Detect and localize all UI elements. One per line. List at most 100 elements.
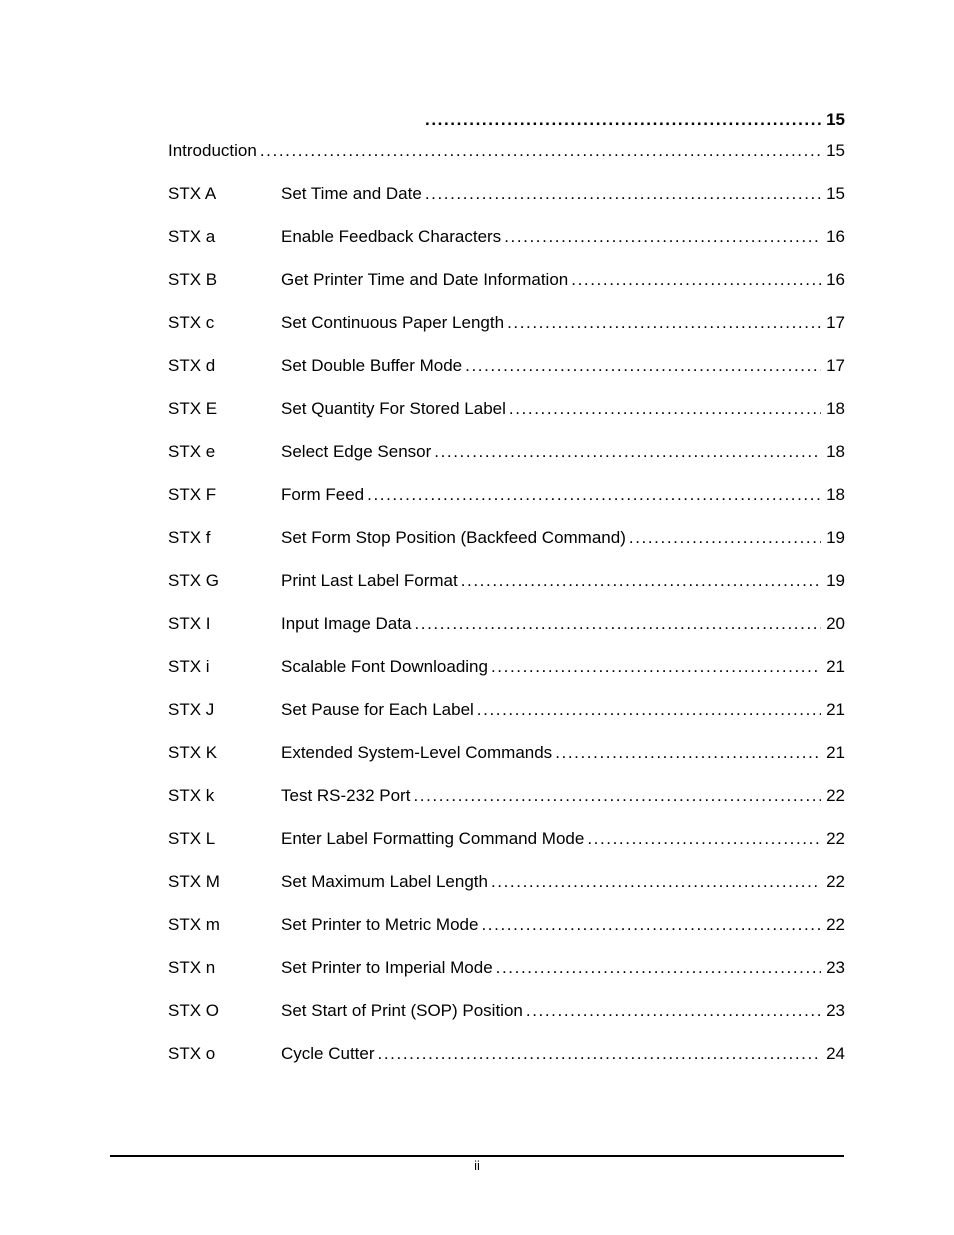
dot-leader bbox=[481, 915, 821, 935]
table-of-contents: 15 Introduction 15 STX A Set Time and Da… bbox=[168, 110, 845, 1087]
toc-entry: STX i Scalable Font Downloading 21 bbox=[168, 657, 845, 677]
toc-entry-page: 18 bbox=[826, 399, 845, 418]
dot-leader bbox=[526, 1001, 821, 1021]
toc-entry-command: STX a bbox=[168, 227, 216, 246]
toc-entry-title: Enter Label Formatting Command Mode bbox=[281, 829, 585, 848]
toc-entry-page: 18 bbox=[826, 485, 845, 504]
toc-entry-page: 24 bbox=[826, 1044, 845, 1063]
dot-leader bbox=[434, 442, 821, 462]
toc-entry-title: Set Quantity For Stored Label bbox=[281, 399, 506, 418]
toc-entry-command: STX I bbox=[168, 614, 211, 633]
toc-entry-command: STX M bbox=[168, 872, 220, 891]
toc-entry: STX G Print Last Label Format 19 bbox=[168, 571, 845, 591]
dot-leader bbox=[571, 270, 821, 290]
toc-entry-title: Set Time and Date bbox=[281, 184, 422, 203]
toc-entry: STX f Set Form Stop Position (Backfeed C… bbox=[168, 528, 845, 548]
toc-entry-page: 23 bbox=[826, 1001, 845, 1020]
toc-entry-page: 16 bbox=[826, 270, 845, 289]
toc-entry-page: 16 bbox=[826, 227, 845, 246]
dot-leader bbox=[425, 184, 821, 204]
toc-entry-page: 17 bbox=[826, 356, 845, 375]
toc-entry-command: STX F bbox=[168, 485, 217, 504]
toc-entry: STX F Form Feed 18 bbox=[168, 485, 845, 505]
toc-entry-command: STX c bbox=[168, 313, 215, 332]
dot-leader bbox=[367, 485, 821, 505]
toc-entry-page: 22 bbox=[826, 786, 845, 805]
toc-entry-title: Set Printer to Metric Mode bbox=[281, 915, 479, 934]
dot-leader bbox=[587, 829, 821, 849]
toc-entry: STX e Select Edge Sensor 18 bbox=[168, 442, 845, 462]
toc-entry-title: Extended System-Level Commands bbox=[281, 743, 553, 762]
toc-entry-page: 20 bbox=[826, 614, 845, 633]
toc-entry-title: Form Feed bbox=[281, 485, 365, 504]
dot-leader bbox=[509, 399, 821, 419]
toc-entry: STX A Set Time and Date 15 bbox=[168, 184, 845, 204]
toc-entry: STX B Get Printer Time and Date Informat… bbox=[168, 270, 845, 290]
toc-entry-page: 21 bbox=[826, 700, 845, 719]
dot-leader bbox=[413, 786, 821, 806]
toc-entry-title: Input Image Data bbox=[281, 614, 412, 633]
toc-entry-title: Introduction bbox=[168, 141, 257, 160]
toc-entry-title: Get Printer Time and Date Information bbox=[281, 270, 569, 289]
toc-entry-page: 23 bbox=[826, 958, 845, 977]
dot-leader bbox=[555, 743, 821, 763]
toc-entry: STX K Extended System-Level Commands 21 bbox=[168, 743, 845, 763]
toc-entry-command: STX e bbox=[168, 442, 216, 461]
toc-entry-page: 15 bbox=[826, 141, 845, 160]
dot-leader bbox=[496, 958, 821, 978]
toc-entry-page: 19 bbox=[826, 528, 845, 547]
dot-leader bbox=[378, 1044, 822, 1064]
toc-entry-title: Scalable Font Downloading bbox=[281, 657, 488, 676]
toc-entry: STX O Set Start of Print (SOP) Position … bbox=[168, 1001, 845, 1021]
toc-entry: STX E Set Quantity For Stored Label 18 bbox=[168, 399, 845, 419]
toc-lead-entry: 15 bbox=[168, 110, 845, 130]
toc-entry-page: 15 bbox=[826, 184, 845, 203]
toc-entry-title: Set Continuous Paper Length bbox=[281, 313, 505, 332]
toc-entry: STX a Enable Feedback Characters 16 bbox=[168, 227, 845, 247]
toc-entry-command: STX G bbox=[168, 571, 220, 590]
dot-leader bbox=[629, 528, 821, 548]
dot-leader bbox=[425, 110, 821, 130]
dot-leader bbox=[507, 313, 821, 333]
toc-entry-title: Print Last Label Format bbox=[281, 571, 458, 590]
toc-entry-command: STX o bbox=[168, 1044, 216, 1063]
footer-rule bbox=[110, 1155, 844, 1157]
toc-entry-page: 15 bbox=[826, 110, 845, 129]
toc-entry-command: STX d bbox=[168, 356, 216, 375]
toc-entry-command: STX m bbox=[168, 915, 220, 934]
toc-intro-entry: Introduction 15 bbox=[168, 141, 845, 161]
toc-entry: STX k Test RS-232 Port 22 bbox=[168, 786, 845, 806]
dot-leader bbox=[477, 700, 821, 720]
toc-entry-command: STX A bbox=[168, 184, 217, 203]
toc-entry-command: STX O bbox=[168, 1001, 220, 1020]
toc-entry: STX c Set Continuous Paper Length 17 bbox=[168, 313, 845, 333]
toc-entry: STX L Enter Label Formatting Command Mod… bbox=[168, 829, 845, 849]
toc-entry-page: 17 bbox=[826, 313, 845, 332]
toc-entry-page: 22 bbox=[826, 915, 845, 934]
dot-leader bbox=[461, 571, 821, 591]
toc-entry-page: 22 bbox=[826, 829, 845, 848]
dot-leader bbox=[465, 356, 821, 376]
dot-leader bbox=[414, 614, 821, 634]
toc-entry-command: STX i bbox=[168, 657, 210, 676]
toc-entry-title: Cycle Cutter bbox=[281, 1044, 375, 1063]
toc-entry-command: STX L bbox=[168, 829, 216, 848]
toc-entry: STX m Set Printer to Metric Mode 22 bbox=[168, 915, 845, 935]
toc-entry-title: Set Printer to Imperial Mode bbox=[281, 958, 493, 977]
toc-entry-title: Set Maximum Label Length bbox=[281, 872, 488, 891]
dot-leader bbox=[491, 657, 821, 677]
toc-entry-command: STX J bbox=[168, 700, 215, 719]
toc-entry-command: STX E bbox=[168, 399, 218, 418]
toc-entry-title: Set Double Buffer Mode bbox=[281, 356, 463, 375]
toc-entry-title: Select Edge Sensor bbox=[281, 442, 432, 461]
toc-entry-command: STX f bbox=[168, 528, 211, 547]
toc-entry-page: 21 bbox=[826, 657, 845, 676]
footer-page-number: ii bbox=[474, 1158, 480, 1173]
toc-entry-title: Set Form Stop Position (Backfeed Command… bbox=[281, 528, 626, 547]
toc-entry-page: 21 bbox=[826, 743, 845, 762]
toc-entry-title: Set Start of Print (SOP) Position bbox=[281, 1001, 523, 1020]
toc-entry: STX M Set Maximum Label Length 22 bbox=[168, 872, 845, 892]
dot-leader bbox=[260, 141, 821, 161]
toc-entry-command: STX K bbox=[168, 743, 218, 762]
